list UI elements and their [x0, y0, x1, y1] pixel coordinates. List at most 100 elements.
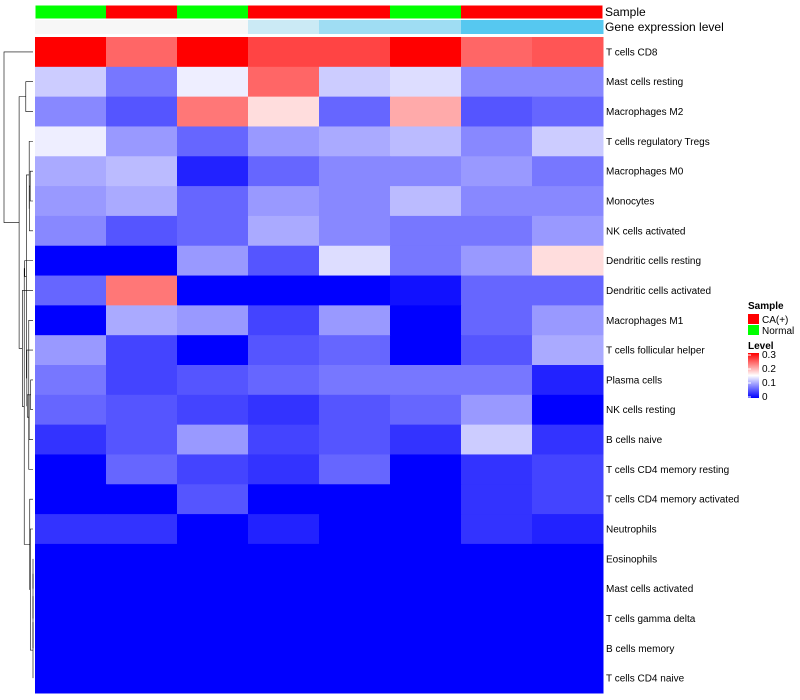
heatmap-cell [106, 514, 178, 545]
heatmap-cell [319, 365, 391, 396]
heatmap-cell [390, 633, 462, 664]
expression-track-cell [248, 20, 320, 34]
heatmap-cell [390, 126, 462, 157]
row-label: Macrophages M2 [606, 107, 684, 118]
heatmap-cell [319, 514, 391, 545]
dendrogram-branch [30, 379, 33, 411]
heatmap-cell [461, 484, 533, 515]
heatmap-cell [35, 96, 107, 127]
heatmap-cell [319, 96, 391, 127]
heatmap-cell [461, 335, 533, 366]
heatmap-cell [35, 573, 107, 605]
heatmap-cell [35, 335, 107, 366]
heatmap-cell [532, 514, 604, 545]
heatmap-cell [532, 633, 604, 664]
heatmap-cell [390, 543, 462, 575]
heatmap-cell [35, 156, 107, 187]
heatmap-cell [461, 245, 533, 277]
heatmap-cell [248, 96, 320, 127]
legend-label-normal: Normal [762, 326, 794, 337]
row-label: Plasma cells [606, 375, 662, 386]
heatmap-cell [177, 66, 249, 98]
sample-annotation-track [34, 4, 604, 20]
heatmap-cell [390, 245, 462, 277]
heatmap-cell [177, 126, 249, 157]
heatmap-cell [532, 66, 604, 98]
heatmap-cell [106, 335, 178, 366]
row-label: NK cells resting [606, 405, 675, 416]
heatmap-cell [248, 66, 320, 98]
row-label: T cells regulatory Tregs [606, 137, 710, 148]
heatmap-cell [532, 454, 604, 485]
dendrogram-branch [26, 349, 33, 407]
row-label: T cells CD8 [606, 47, 658, 58]
sample-track-cell [177, 5, 249, 19]
level-tick-label: 0.3 [762, 350, 776, 361]
sample-track-label: Sample [605, 5, 646, 19]
heatmap-cell [319, 394, 391, 426]
heatmap-cell [106, 365, 178, 396]
expression-track-label: Gene expression level [605, 20, 724, 34]
heatmap-cell [106, 245, 178, 277]
heatmap-cell [106, 126, 178, 157]
heatmap-cell [106, 663, 178, 694]
heatmap-cell [248, 663, 320, 694]
heatmap-cell [532, 543, 604, 575]
row-dendrogram [3, 51, 34, 679]
dendrogram-branch [26, 174, 30, 379]
heatmap-cell [390, 156, 462, 187]
heatmap-cell [248, 543, 320, 575]
heatmap-cell [35, 37, 107, 68]
heatmap-cell [177, 514, 249, 545]
heatmap-cell [390, 573, 462, 605]
legend: Sample CA(+) Normal Level 0.3 0.2 0.1 0 [748, 301, 794, 403]
heatmap-cell [35, 394, 107, 426]
heatmap-cell [461, 126, 533, 157]
heatmap-cell [35, 424, 107, 455]
heatmap-cell [106, 603, 178, 634]
heatmap-cell [461, 663, 533, 694]
heatmap-cells [35, 37, 604, 694]
level-colorbar [748, 353, 759, 398]
heatmap-cell [461, 573, 533, 605]
heatmap-cell [248, 424, 320, 455]
heatmap-cell [248, 305, 320, 336]
heatmap-cell [177, 543, 249, 575]
heatmap-cell [248, 275, 320, 306]
heatmap-cell [461, 186, 533, 217]
sample-track-border [34, 4, 604, 20]
row-label: Mast cells resting [606, 77, 683, 88]
heatmap-cell [248, 37, 320, 68]
heatmap-cell [461, 633, 533, 664]
heatmap-cell [106, 633, 178, 664]
heatmap-cell [106, 96, 178, 127]
level-legend-title: Level [748, 341, 774, 352]
dendrogram-branch [29, 528, 33, 651]
heatmap-cell [106, 484, 178, 515]
heatmap-cell [319, 66, 391, 98]
level-tick-label: 0 [762, 392, 768, 403]
sample-track-cell [532, 5, 604, 19]
heatmap-cell [390, 663, 462, 694]
heatmap-cell [177, 275, 249, 306]
dendrogram-branch [25, 81, 33, 112]
sample-track-cell [35, 5, 107, 19]
heatmap-cell [461, 454, 533, 485]
heatmap-cell [106, 305, 178, 336]
heatmap-cell [319, 603, 391, 634]
heatmap-cell [390, 365, 462, 396]
sample-track-cell [390, 5, 462, 19]
row-label: Neutrophils [606, 525, 657, 536]
heatmap-cell [461, 424, 533, 455]
dendrogram-branch [28, 394, 33, 440]
heatmap-cell [35, 663, 107, 694]
heatmap-cell [319, 484, 391, 515]
dendrogram-branch [28, 141, 33, 209]
heatmap-cell [390, 66, 462, 98]
heatmap-cell [390, 514, 462, 545]
row-label: Macrophages M0 [606, 167, 684, 178]
heatmap-cell [106, 543, 178, 575]
row-label: Macrophages M1 [606, 316, 684, 327]
heatmap-cell [35, 305, 107, 336]
